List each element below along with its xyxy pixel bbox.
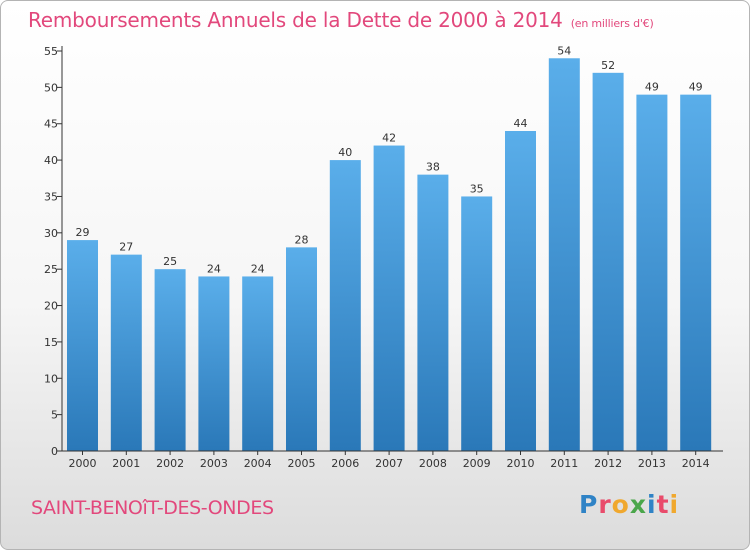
logo-letter: i	[647, 490, 657, 519]
y-tick-label-10: 10	[44, 372, 58, 385]
bar-series: 29 27 25 24 24 28 40 42 38 35 44 54 52 49 49	[67, 44, 712, 452]
x-tick-label-2014: 2014	[682, 457, 710, 470]
bar-2014	[680, 94, 712, 452]
bar-2008	[417, 174, 449, 452]
data-label-2013: 49	[645, 81, 659, 94]
y-tick-label-30: 30	[44, 227, 58, 240]
logo-letter: o	[611, 490, 630, 519]
commune-name: SAINT-BENOîT-DES-ONDES	[31, 497, 274, 519]
bar-2000	[67, 240, 98, 451]
y-tick-label-55: 55	[44, 45, 58, 58]
x-tick-label-2004: 2004	[244, 457, 272, 470]
bar-2002	[154, 269, 186, 451]
title-text: Remboursements Annuels de la Dette de 20…	[28, 8, 563, 32]
y-tick-label-5: 5	[51, 409, 58, 422]
y-tick-label-40: 40	[44, 154, 58, 167]
x-tick-label-2000: 2000	[69, 457, 97, 470]
proxiti-logo: Proxiti	[579, 490, 679, 519]
bar-2007	[373, 145, 405, 451]
chart-title: Remboursements Annuels de la Dette de 20…	[28, 8, 654, 32]
data-label-2001: 27	[119, 241, 133, 254]
axes: 2000 2001 2002 2003 2004 2005 2006 2007 2008 2009…	[44, 45, 723, 470]
bar-2009	[461, 196, 493, 451]
x-tick-label-2001: 2001	[112, 457, 140, 470]
chart-subtitle: (en milliers d'€)	[570, 17, 654, 30]
logo-letter: P	[579, 490, 599, 519]
data-label-2007: 42	[382, 132, 396, 145]
data-label-2014: 49	[689, 81, 703, 94]
x-tick-label-2002: 2002	[156, 457, 184, 470]
bar-2003	[198, 276, 230, 451]
data-label-2011: 54	[557, 44, 571, 57]
bar-2013	[636, 94, 668, 452]
x-tick-label-2009: 2009	[463, 457, 491, 470]
bar-2011	[548, 58, 580, 451]
bar-2004	[242, 276, 274, 451]
logo-letter: t	[656, 490, 670, 519]
x-tick-label-2003: 2003	[200, 457, 228, 470]
data-label-2010: 44	[514, 117, 528, 130]
y-tick-label-0: 0	[51, 445, 58, 458]
logo-letter: r	[598, 490, 612, 519]
x-tick-label-2010: 2010	[507, 457, 535, 470]
y-tick-label-45: 45	[44, 118, 58, 131]
data-label-2009: 35	[470, 182, 484, 195]
y-tick-label-35: 35	[44, 190, 58, 203]
x-tick-label-2013: 2013	[638, 457, 666, 470]
data-label-2008: 38	[426, 161, 440, 174]
data-label-2006: 40	[338, 146, 352, 159]
y-tick-label-50: 50	[44, 81, 58, 94]
logo-letter: x	[629, 490, 647, 519]
bar-2010	[505, 131, 536, 451]
data-label-2002: 25	[163, 255, 177, 268]
y-tick-label-25: 25	[44, 263, 58, 276]
x-tick-label-2007: 2007	[375, 457, 403, 470]
x-tick-label-2006: 2006	[331, 457, 359, 470]
x-tick-label-2012: 2012	[594, 457, 622, 470]
bar-2001	[110, 254, 142, 451]
data-label-2012: 52	[601, 59, 615, 72]
data-label-2000: 29	[76, 226, 90, 239]
x-tick-label-2011: 2011	[550, 457, 578, 470]
y-tick-label-15: 15	[44, 336, 58, 349]
x-tick-label-2008: 2008	[419, 457, 447, 470]
x-tick-label-2005: 2005	[288, 457, 316, 470]
data-label-2005: 28	[295, 233, 309, 246]
bar-2012	[592, 72, 624, 452]
logo-letter: i	[669, 490, 680, 519]
y-tick-label-20: 20	[44, 300, 58, 313]
bar-2006	[329, 160, 361, 451]
data-label-2004: 24	[251, 262, 265, 275]
bar-2005	[286, 247, 317, 451]
data-label-2003: 24	[207, 262, 221, 275]
